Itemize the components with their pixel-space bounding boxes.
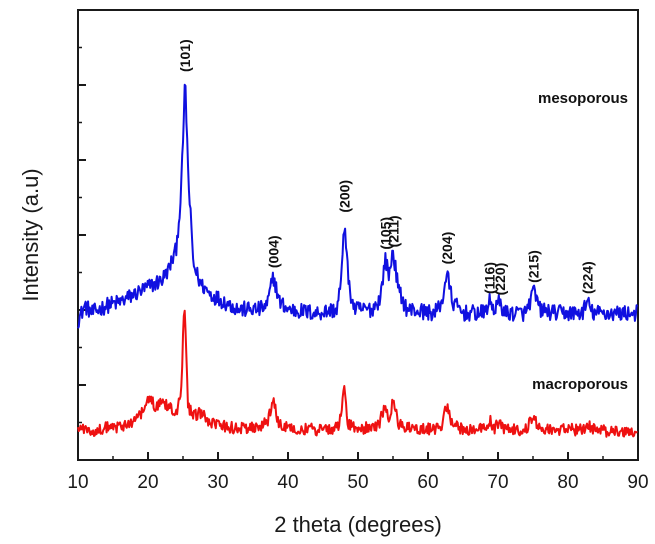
peak-label: (204) [439, 232, 455, 265]
peak-label: (101) [177, 39, 193, 72]
series-label-mesoporous: mesoporous [538, 90, 628, 107]
x-tick-label: 60 [417, 472, 438, 493]
peak-label: (200) [337, 180, 353, 213]
series-lines [77, 83, 639, 438]
series-label-macroporous: macroporous [532, 376, 628, 393]
series-line-mesoporous [77, 83, 639, 329]
series-line-macroporous [77, 309, 638, 438]
x-tick-label: 30 [207, 472, 228, 493]
plot-area [77, 9, 639, 461]
y-axis-ticks [78, 9, 86, 461]
peak-label: (224) [580, 261, 596, 294]
peak-label: (220) [492, 263, 508, 296]
x-axis-title: 2 theta (degrees) [274, 512, 442, 537]
x-tick-label: 80 [557, 472, 578, 493]
x-tick-labels: 10 20 30 40 50 60 70 80 90 [67, 472, 648, 493]
peak-label: (116) [482, 262, 498, 294]
x-tick-label: 20 [137, 472, 158, 493]
peak-label: (004) [265, 235, 281, 268]
x-tick-label: 40 [277, 472, 298, 493]
x-tick-label: 10 [67, 472, 88, 493]
x-tick-label: 90 [627, 472, 648, 493]
peak-label: (215) [526, 250, 542, 283]
peak-label: (211) [386, 215, 402, 247]
x-axis-ticks [77, 452, 639, 460]
y-axis-title: Intensity (a.u) [18, 168, 43, 301]
peak-label: (105) [377, 217, 393, 250]
x-tick-label: 70 [487, 472, 508, 493]
peak-labels: (101) (004) (200) (105)(211) (204) (116)(220)… [177, 39, 595, 295]
x-tick-label: 50 [347, 472, 368, 493]
